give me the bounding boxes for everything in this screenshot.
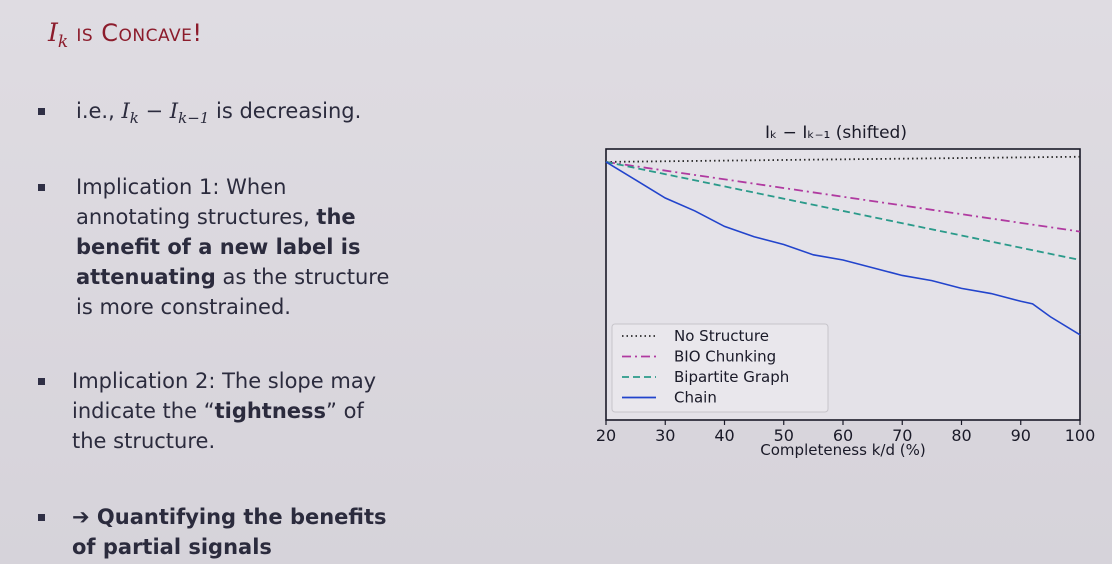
x-tick-label: 50: [774, 426, 794, 445]
x-tick-label: 80: [951, 426, 971, 445]
slide-title: Ik is Concave!: [48, 18, 203, 52]
bullet-3: Implication 2: The slope may indicate th…: [38, 366, 377, 456]
bullet-square-icon: [38, 184, 45, 191]
bullet-2-line-2b: the: [316, 205, 356, 229]
bullet-1-prefix: i.e.,: [76, 99, 122, 123]
title-text: is Concave!: [68, 19, 203, 47]
bullet-4-line-2: of partial signals: [72, 535, 272, 559]
bullet-1-math-i: I: [121, 99, 130, 123]
bullet-2-line-2a: annotating structures,: [76, 205, 317, 229]
legend-label: Chain: [674, 389, 717, 407]
bullet-1: i.e., Ik − Ik−1 is decreasing.: [38, 96, 362, 133]
bullet-2-line-4b: as the structure: [215, 265, 390, 289]
bullet-2-line-3: benefit of a new label is: [76, 235, 361, 259]
series-line-bio-chunking: [605, 161, 1081, 233]
arrow-right-icon: ➔: [72, 505, 90, 529]
x-tick-label: 100: [1065, 426, 1096, 445]
title-math-i: I: [48, 18, 58, 47]
legend-label: Bipartite Graph: [674, 368, 789, 386]
bullet-square-icon: [38, 378, 45, 385]
bullet-4-line-1: Quantifying the benefits: [89, 505, 387, 529]
bullet-3-line-2a: indicate the “: [72, 399, 215, 423]
series-line-bipartite-graph: [605, 161, 1081, 261]
title-math-sub: k: [57, 31, 69, 52]
x-tick-label: 60: [833, 426, 853, 445]
chart-title: Iₖ − Iₖ₋₁ (shifted): [765, 123, 907, 143]
bullet-2: Implication 1: When annotating structure…: [38, 172, 390, 322]
bullet-3-line-2b: tightness: [214, 399, 327, 423]
bullet-1-sub1: k: [129, 109, 139, 128]
bullet-3-line-2c: ” of: [326, 399, 364, 423]
bullet-1-sub2: k−1: [178, 109, 210, 128]
bullet-3-line-3: the structure.: [72, 429, 216, 453]
x-tick-label: 40: [714, 426, 734, 445]
x-tick-label: 20: [596, 426, 616, 445]
bullet-2-line-5: is more constrained.: [76, 295, 291, 319]
bullet-2-line-4a: attenuating: [76, 265, 216, 289]
x-tick-label: 90: [1011, 426, 1031, 445]
legend-label: No Structure: [674, 327, 769, 345]
bullet-1-suffix: is decreasing.: [209, 99, 362, 123]
bullet-2-line-1: Implication 1: When: [76, 175, 287, 199]
x-axis-label: Completeness k/d (%): [760, 441, 925, 459]
bullet-square-icon: [38, 514, 45, 521]
legend-box: [611, 323, 829, 413]
bullet-square-icon: [38, 108, 45, 115]
x-tick-label: 70: [892, 426, 912, 445]
x-tick-label: 30: [655, 426, 675, 445]
bullet-4: ➔ Quantifying the benefits of partial si…: [38, 502, 387, 562]
bullet-1-mid: − I: [138, 99, 179, 123]
series-line-chain: [605, 161, 1081, 336]
legend-label: BIO Chunking: [674, 348, 776, 366]
bullet-3-line-1: Implication 2: The slope may: [72, 369, 377, 393]
chart: Iₖ − Iₖ₋₁ (shifted) 20 30 40 50 60 70 80 90 100 …: [596, 123, 1096, 459]
